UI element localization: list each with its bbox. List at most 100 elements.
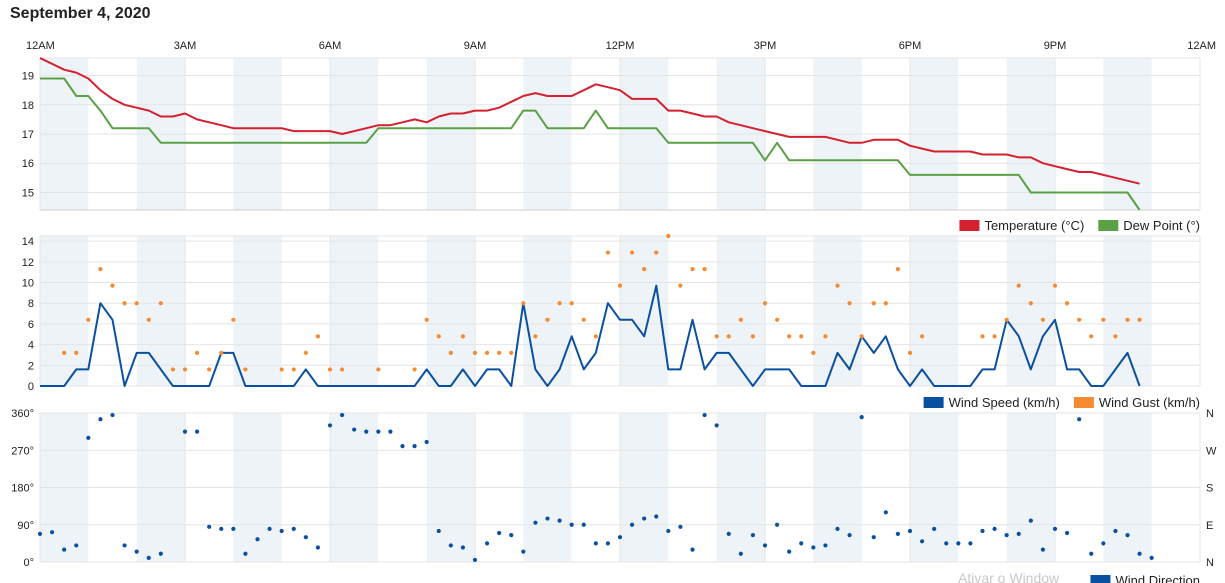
data-point (484, 541, 490, 546)
data-point (1028, 301, 1033, 306)
data-point (883, 510, 888, 515)
series-line-1-0 (40, 284, 1141, 387)
data-point (605, 541, 611, 546)
data-point (581, 522, 586, 527)
data-point (799, 541, 804, 546)
data-point (956, 541, 961, 546)
data-point (787, 549, 792, 554)
data-point (968, 541, 973, 546)
data-point (666, 233, 671, 239)
data-point (327, 367, 333, 372)
y-tick-label-right: N (1206, 557, 1214, 569)
y-tick-label: 180° (11, 483, 34, 495)
data-point (702, 267, 707, 272)
data-point (895, 531, 901, 536)
y-tick-label: 2 (28, 360, 34, 372)
data-point (629, 250, 635, 255)
hour-band (233, 236, 282, 386)
data-point (1040, 317, 1046, 322)
data-point (1064, 530, 1070, 536)
data-point (231, 317, 236, 322)
data-point (1137, 317, 1142, 322)
data-point (207, 367, 212, 372)
hour-band (330, 236, 379, 386)
y-tick-label: 4 (28, 340, 34, 352)
hour-band (1006, 236, 1055, 386)
data-point (895, 267, 901, 272)
data-point (376, 429, 381, 434)
legend-swatch (1098, 220, 1119, 231)
x-tick-label: 9AM (464, 40, 487, 52)
data-point (1137, 551, 1142, 556)
data-point (690, 267, 695, 272)
data-point (1113, 334, 1118, 339)
data-point (146, 317, 151, 322)
grid-lines (39, 57, 1201, 563)
hour-band (523, 236, 572, 386)
legend-swatch (1090, 575, 1111, 583)
data-point (388, 429, 393, 434)
x-tick-label: 3PM (754, 40, 777, 52)
legend-label: Temperature (°C) (984, 218, 1084, 233)
data-point (799, 334, 804, 339)
data-point (364, 429, 369, 434)
data-point (303, 535, 308, 540)
x-tick-label: 12AM (26, 40, 55, 52)
legend-label: Wind Speed (km/h) (949, 395, 1060, 410)
data-point (1101, 541, 1106, 546)
data-point (194, 429, 200, 434)
y-tick-label: 8 (28, 298, 34, 310)
y-tick-label: 12 (22, 257, 34, 269)
data-point (726, 531, 731, 536)
data-point (436, 528, 441, 534)
data-point (1028, 518, 1033, 523)
data-point (617, 283, 623, 288)
y-tick-label: 16 (22, 158, 34, 170)
data-point (847, 532, 852, 538)
data-point (243, 367, 248, 372)
data-point (666, 528, 671, 534)
data-point (86, 435, 91, 440)
data-point (678, 283, 683, 288)
hour-band (620, 236, 669, 386)
data-point (932, 526, 937, 531)
data-point (207, 524, 212, 529)
data-point (86, 317, 91, 322)
data-point (871, 301, 876, 306)
data-point (823, 543, 828, 548)
data-point (702, 412, 707, 418)
data-point (315, 545, 321, 550)
data-point (412, 444, 417, 449)
data-point (750, 334, 756, 339)
y-tick-label-right: E (1206, 520, 1213, 532)
data-point (231, 526, 236, 531)
data-point (545, 516, 550, 521)
data-point (823, 334, 828, 339)
data-point (1040, 547, 1046, 552)
data-point (907, 350, 913, 355)
legend-label: Wind Direction (1115, 573, 1200, 583)
data-point (400, 444, 405, 449)
data-point (545, 317, 550, 322)
data-point (1016, 283, 1021, 288)
data-point (158, 301, 163, 306)
y-tick-label: 6 (28, 319, 34, 331)
data-point (980, 334, 985, 339)
data-point (883, 301, 888, 306)
data-point (642, 267, 647, 272)
data-point (714, 423, 719, 428)
data-point (811, 350, 816, 355)
data-point (62, 547, 67, 552)
data-point (267, 526, 272, 531)
legend-label: Dew Point (°) (1123, 218, 1200, 233)
data-point (654, 514, 659, 519)
data-point (1089, 334, 1094, 339)
data-point (49, 530, 55, 535)
data-point (835, 526, 840, 531)
data-point (762, 301, 768, 306)
data-point (557, 518, 562, 523)
data-point (134, 549, 139, 554)
data-point (122, 301, 127, 306)
y-tick-label-right: W (1206, 445, 1217, 457)
data-point (1101, 317, 1106, 322)
